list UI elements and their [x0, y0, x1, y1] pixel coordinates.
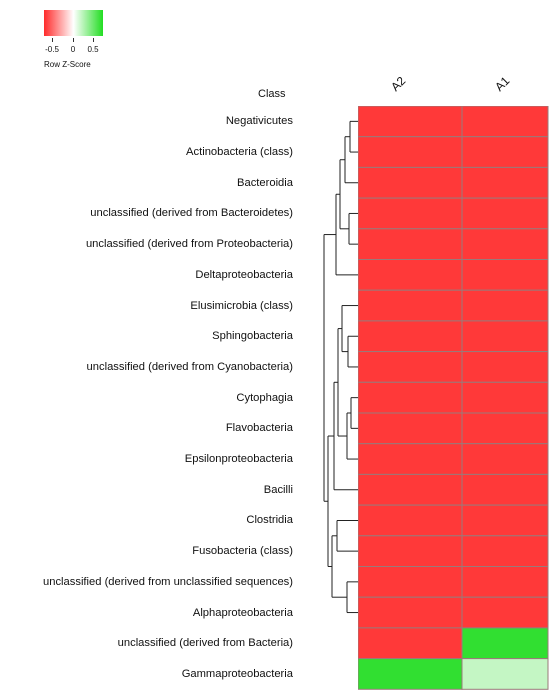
column-label: A1: [492, 74, 512, 94]
color-key-title: Row Z-Score: [44, 60, 91, 69]
row-label: Cytophagia: [236, 392, 293, 404]
row-label: Negativicutes: [226, 115, 293, 127]
color-key-tick-label: -0.5: [45, 45, 59, 54]
color-key-tick-mark: [73, 38, 74, 42]
heatmap-cell: [358, 413, 462, 444]
color-key-tick-label: 0: [71, 45, 75, 54]
color-key-tick-label: 0.5: [87, 45, 98, 54]
heatmap-cell: [462, 321, 548, 352]
heatmap-grid: [358, 106, 549, 690]
heatmap-cell: [358, 567, 462, 598]
heatmap-cell: [462, 290, 548, 321]
heatmap-cell: [358, 474, 462, 505]
row-dendrogram: [320, 106, 358, 690]
heatmap-cell: [462, 106, 548, 137]
heatmap-cell: [462, 260, 548, 291]
heatmap-cell: [358, 106, 462, 137]
color-key: -0.5 0 0.5 Row Z-Score: [44, 8, 106, 78]
row-label: Elusimicrobia (class): [190, 300, 293, 312]
heatmap-cell: [358, 290, 462, 321]
heatmap-cell: [358, 167, 462, 198]
heatmap-cell: [358, 352, 462, 383]
heatmap-cell: [358, 597, 462, 628]
heatmap-cell: [358, 659, 462, 690]
heatmap-cell: [462, 198, 548, 229]
row-label: Flavobacteria: [226, 422, 293, 434]
row-label: Sphingobacteria: [212, 330, 293, 342]
heatmap-cell: [358, 137, 462, 168]
color-key-tick-mark: [93, 38, 94, 42]
heatmap-cell: [358, 505, 462, 536]
row-label: Fusobacteria (class): [192, 545, 293, 557]
row-label: Clostridia: [246, 514, 293, 526]
heatmap-cell: [462, 382, 548, 413]
row-label: Bacteroidia: [237, 177, 293, 189]
row-label: Epsilonproteobacteria: [185, 453, 293, 465]
row-label: unclassified (derived from unclassified …: [43, 576, 293, 588]
heatmap-cell: [462, 413, 548, 444]
row-label: Alphaproteobacteria: [193, 607, 293, 619]
heatmap-cell: [462, 229, 548, 260]
row-label: Gammaproteobacteria: [182, 668, 293, 680]
row-label: unclassified (derived from Proteobacteri…: [86, 238, 293, 250]
heatmap-cell: [462, 167, 548, 198]
heatmap-cell: [462, 597, 548, 628]
row-label: unclassified (derived from Bacteroidetes…: [90, 207, 293, 219]
color-key-gradient: [44, 10, 103, 36]
heatmap-cell: [358, 628, 462, 659]
heatmap-cell: [462, 567, 548, 598]
row-label: Actinobacteria (class): [186, 146, 293, 158]
heatmap-cell: [462, 444, 548, 475]
heatmap-cell: [358, 260, 462, 291]
heatmap-cell: [462, 352, 548, 383]
heatmap-cell: [462, 628, 548, 659]
row-label: Bacilli: [264, 484, 293, 496]
heatmap-cell: [358, 321, 462, 352]
heatmap-cell: [462, 474, 548, 505]
heatmap-cell: [358, 229, 462, 260]
row-label: Deltaproteobacteria: [195, 269, 293, 281]
heatmap-cell: [462, 536, 548, 567]
heatmap-cell: [462, 505, 548, 536]
heatmap-cell: [358, 444, 462, 475]
heatmap-cell: [462, 659, 548, 690]
row-label: unclassified (derived from Cyanobacteria…: [87, 361, 293, 373]
heatmap-cell: [358, 536, 462, 567]
row-axis-title: Class: [258, 88, 286, 100]
heatmap-cell: [462, 137, 548, 168]
heatmap-cell: [358, 382, 462, 413]
row-label: unclassified (derived from Bacteria): [118, 637, 293, 649]
color-key-tick-mark: [52, 38, 53, 42]
heatmap-cell: [358, 198, 462, 229]
column-label: A2: [388, 74, 408, 94]
